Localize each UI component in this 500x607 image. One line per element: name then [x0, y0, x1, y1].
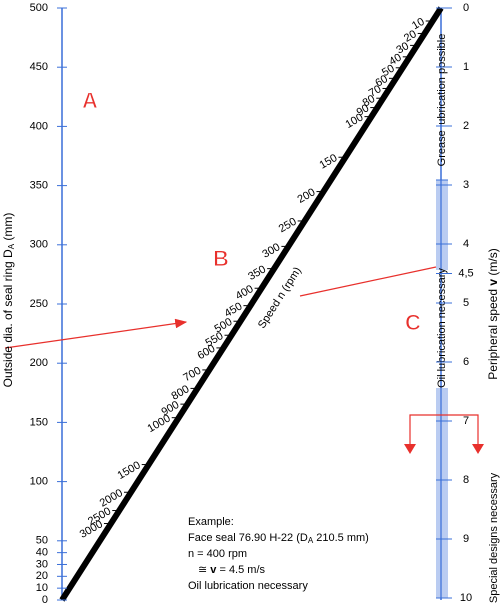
special-bracket [409, 414, 479, 452]
axis-a-tick-label: 400 [30, 120, 48, 132]
axis-v-tick-label: 4,5 [458, 267, 473, 279]
axis-a-tick-label: 10 [36, 582, 48, 594]
zone-oil: Oil lubrication necessary [436, 268, 448, 388]
axis-v-tick-label: 9 [463, 533, 469, 545]
example-line1: Face seal 76.90 H-22 (DA 210.5 mm) [188, 532, 369, 545]
axis-n-tick-label: 60 [373, 73, 390, 90]
axis-v-tick-label: 8 [463, 474, 469, 486]
example-line4: Oil lubrication necessary [188, 580, 308, 592]
axis-n-tick-label: 70 [367, 83, 384, 100]
axis-a-tick-label: 350 [30, 180, 48, 192]
axis-v-tick-label: 5 [463, 297, 469, 309]
letter-a: A [82, 88, 98, 113]
example-arrow [4, 318, 188, 349]
axis-n-tick-label: 30 [394, 40, 411, 57]
axis-v-tick-label: 2 [463, 120, 469, 132]
letter-c: C [405, 310, 421, 335]
axis-n-tick-label: 40 [387, 52, 404, 69]
axis-v-tick-label: 3 [463, 179, 469, 191]
axis-n-tick-label: 20 [402, 28, 419, 45]
axis-n-line [59, 6, 444, 602]
axis-v-tick-label: 10 [460, 592, 472, 604]
example-line [299, 266, 437, 297]
axis-a-title: Outside dia. of seal ring DA (mm) [1, 213, 16, 388]
axis-a-tick-label: 0 [42, 594, 48, 606]
axis-v-title: Peripheral speed v (m/s) [486, 248, 500, 379]
axis-a-tick-label: 200 [30, 357, 48, 369]
example-heading: Example: [188, 516, 234, 528]
axis-a-tick-label: 450 [30, 61, 48, 73]
zone-special: Special designs necessary [488, 472, 500, 603]
axis-a-tick-label: 40 [36, 547, 48, 559]
axis-a-tick-label: 250 [30, 298, 48, 310]
axis-a-tick-label: 50 [36, 535, 48, 547]
axis-a-tick-label: 500 [30, 2, 48, 14]
letter-b: B [213, 246, 229, 271]
example-line3: ≅ v = 4.5 m/s [198, 564, 266, 576]
axis-v-tick-label: 0 [463, 2, 469, 14]
axis-a-tick-label: 150 [30, 416, 48, 428]
zone-gap [436, 270, 448, 388]
axis-v-tick-label: 1 [463, 61, 469, 73]
axis-n-tick-label: 50 [380, 63, 397, 80]
axis-v-tick-label: 4 [463, 238, 469, 250]
axis-a-tick-label: 100 [30, 476, 48, 488]
axis-n-tick-label: 90 [355, 102, 372, 119]
axis-a-tick-label: 300 [30, 239, 48, 251]
zone-grease: Grease lubrication possible [436, 34, 448, 167]
axis-a-tick-label: 20 [36, 570, 48, 582]
special-arrowheads [404, 444, 484, 454]
example-line2: n = 400 rpm [188, 548, 247, 560]
axis-v-tick-label: 7 [463, 415, 469, 427]
oil-zone-hatch [436, 179, 448, 599]
axis-a-tick-label: 30 [36, 558, 48, 570]
axis-v-tick-label: 6 [463, 356, 469, 368]
axis-n-tick-label: 80 [361, 93, 378, 110]
axis-n-tick-label: 10 [410, 16, 427, 33]
